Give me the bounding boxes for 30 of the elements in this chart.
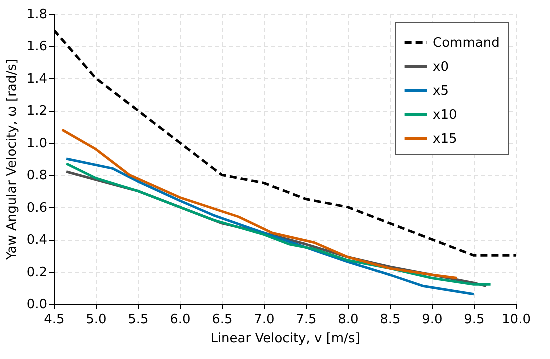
y-tick-label: 0.8 bbox=[26, 168, 48, 184]
x-tick-label: 5.5 bbox=[128, 312, 149, 328]
x-tick-label: 7.5 bbox=[296, 312, 317, 328]
x-tick-label: 6.0 bbox=[170, 312, 191, 328]
y-tick-label: 0.2 bbox=[26, 265, 48, 280]
y-tick-label: 1.6 bbox=[26, 40, 48, 55]
legend-label: Command bbox=[433, 36, 500, 51]
y-tick-label: 1.8 bbox=[26, 8, 48, 22]
y-tick-label: 1.2 bbox=[26, 104, 48, 120]
x-tick-label: 7.0 bbox=[254, 312, 275, 328]
x-tick-label: 9.0 bbox=[422, 312, 443, 328]
x-tick-label: 9.5 bbox=[464, 312, 485, 328]
y-axis-title: Yaw Angular Velocity, ω [rad/s] bbox=[4, 59, 20, 261]
y-tick-label: 1.4 bbox=[26, 72, 48, 87]
x-tick-label: 10.0 bbox=[502, 312, 531, 328]
y-tick-label: 0.6 bbox=[26, 200, 48, 216]
line-series bbox=[61, 128, 458, 280]
legend-label: x5 bbox=[433, 84, 449, 99]
y-tick-label: 0.0 bbox=[26, 298, 48, 312]
x-tick-label: 6.5 bbox=[212, 312, 233, 328]
x-tick-label: 8.0 bbox=[338, 312, 359, 328]
x-axis-title: Linear Velocity, v [m/s] bbox=[210, 332, 360, 346]
legend-label: x10 bbox=[433, 108, 458, 123]
y-tick-label: 0.4 bbox=[26, 233, 48, 248]
x-tick-label: 5.0 bbox=[86, 312, 107, 328]
y-tick-label: 1.0 bbox=[26, 136, 48, 152]
x-tick-label: 8.5 bbox=[380, 312, 401, 328]
legend-label: x15 bbox=[433, 132, 458, 147]
legend-label: x0 bbox=[433, 60, 449, 75]
x-tick-label: 4.5 bbox=[44, 312, 65, 328]
